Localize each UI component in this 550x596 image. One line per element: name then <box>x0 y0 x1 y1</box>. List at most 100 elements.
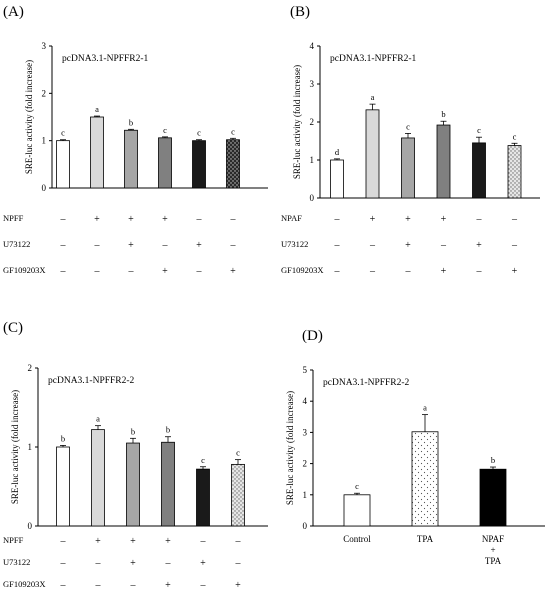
bar-c-4 <box>161 441 175 527</box>
chart-title-a: pcDNA3.1-NPFFR2-1 <box>62 54 149 64</box>
treatment-mark-c-1-6: – <box>235 536 242 547</box>
bar-b-6 <box>507 145 522 199</box>
treatment-mark-c-1-1: – <box>60 536 67 547</box>
y-tick-label-a: 1 <box>42 136 47 146</box>
treatment-mark-a-3-2: – <box>94 266 101 277</box>
treatment-mark-c-2-4: – <box>165 558 172 569</box>
y-tick-label-d: 4 <box>303 396 308 406</box>
treatment-mark-c-2-6: – <box>235 558 242 569</box>
y-axis-label-d: SRE-luc activity (fold increase) <box>285 391 295 505</box>
treatment-name-a-3: GF109203X <box>3 265 46 275</box>
chart-title-d: pcDNA3.1-NPFFR2-2 <box>323 378 410 388</box>
treatment-mark-b-3-1: – <box>334 266 341 277</box>
y-tick-label-d: 0 <box>303 521 308 531</box>
treatment-mark-c-1-4: + <box>165 536 171 547</box>
y-tick-label-b: 1 <box>310 155 315 165</box>
treatment-mark-b-2-4: – <box>440 240 447 251</box>
bar-b-1 <box>330 159 344 199</box>
chart-title-b: pcDNA3.1-NPFFR2-1 <box>330 54 417 64</box>
treatment-mark-a-3-6: + <box>230 266 236 277</box>
panel-label-c: (C) <box>3 320 23 336</box>
treatment-mark-a-2-5: + <box>196 240 202 251</box>
treatment-mark-b-3-2: – <box>369 266 376 277</box>
sig-letter-a-5: c <box>197 128 201 138</box>
y-tick-label-b: 4 <box>310 41 315 51</box>
bar-a-2 <box>90 116 104 189</box>
treatment-mark-a-1-2: + <box>94 214 100 225</box>
treatment-mark-b-1-5: – <box>476 214 483 225</box>
sig-letter-c-3: b <box>131 426 135 436</box>
treatment-mark-c-3-3: – <box>130 580 137 591</box>
sig-letter-c-4: b <box>166 425 170 435</box>
treatment-mark-b-2-3: + <box>405 240 411 251</box>
y-tick-label-c: 2 <box>28 363 33 373</box>
y-tick-label-d: 5 <box>303 365 308 375</box>
bar-c-3 <box>126 442 140 527</box>
treatment-mark-a-3-1: – <box>60 266 67 277</box>
treatment-mark-c-1-5: – <box>200 536 207 547</box>
treatment-name-b-2: U73122 <box>281 239 308 249</box>
treatment-mark-a-3-5: – <box>196 266 203 277</box>
treatment-mark-b-1-6: – <box>511 214 518 225</box>
treatment-mark-c-2-3: + <box>130 558 136 569</box>
sig-letter-c-2: a <box>96 414 100 424</box>
y-axis-label-b: SRE-luc activity (fold increase) <box>292 65 302 179</box>
treatment-mark-a-1-1: – <box>60 214 67 225</box>
treatment-mark-c-3-2: – <box>95 580 102 591</box>
sig-letter-d-1: c <box>355 481 359 491</box>
treatment-name-b-3: GF109203X <box>281 265 324 275</box>
sig-letter-c-6: c <box>236 448 240 458</box>
bar-b-5 <box>472 142 486 199</box>
bar-a-1 <box>56 140 70 189</box>
treatment-mark-b-2-5: + <box>476 240 482 251</box>
sig-letter-b-6: c <box>513 131 517 141</box>
treatment-name-b-1: NPAF <box>281 213 302 223</box>
sig-letter-a-2: a <box>95 104 99 114</box>
bar-c-1 <box>56 446 70 527</box>
sig-letter-c-1: b <box>61 433 65 443</box>
bar-d-3 <box>479 468 507 527</box>
panel-label-a: (A) <box>3 4 24 20</box>
sig-letter-d-2: a <box>423 403 427 413</box>
treatment-mark-b-3-4: + <box>441 266 447 277</box>
y-tick-label-c: 0 <box>28 521 33 531</box>
treatment-mark-c-3-6: + <box>235 580 241 591</box>
bar-a-5 <box>192 140 206 189</box>
chart-title-c: pcDNA3.1-NPFFR2-2 <box>48 376 135 386</box>
treatment-name-c-2: U73122 <box>3 557 30 567</box>
sig-letter-a-6: c <box>231 126 235 136</box>
y-axis-label-c: SRE-luc activity (fold increase) <box>10 390 20 504</box>
treatment-name-c-3: GF109203X <box>3 579 46 589</box>
sig-letter-c-5: c <box>201 455 205 465</box>
x-category-label-d-3: TPA <box>485 556 502 566</box>
treatment-mark-b-1-2: + <box>370 214 376 225</box>
sig-letter-a-1: c <box>61 128 65 138</box>
bar-c-5 <box>196 468 210 527</box>
treatment-name-a-1: NPFF <box>3 213 24 223</box>
x-category-label-d-3: NPAF <box>482 534 504 544</box>
treatment-mark-a-2-1: – <box>60 240 67 251</box>
panel-label-b: (B) <box>290 4 310 20</box>
treatment-mark-b-1-4: + <box>441 214 447 225</box>
y-tick-label-a: 3 <box>42 41 47 51</box>
treatment-mark-c-3-5: – <box>200 580 207 591</box>
bar-a-6 <box>226 139 240 189</box>
treatment-mark-b-1-3: + <box>405 214 411 225</box>
y-tick-label-b: 3 <box>310 79 315 89</box>
treatment-mark-a-3-3: – <box>128 266 135 277</box>
treatment-name-c-1: NPFF <box>3 535 24 545</box>
y-tick-label-b: 2 <box>310 117 315 127</box>
sig-letter-b-5: c <box>477 125 481 135</box>
treatment-mark-c-2-1: – <box>60 558 67 569</box>
treatment-mark-b-1-1: – <box>334 214 341 225</box>
bar-a-4 <box>158 137 172 189</box>
treatment-mark-c-3-1: – <box>60 580 67 591</box>
treatment-mark-a-1-6: – <box>230 214 237 225</box>
x-category-label-d-1: Control <box>343 534 371 544</box>
x-category-label-d-2: TPA <box>417 534 434 544</box>
treatment-mark-c-1-2: + <box>95 536 101 547</box>
bar-c-2 <box>91 429 105 527</box>
bar-c-6 <box>231 463 245 527</box>
y-tick-label-b: 0 <box>310 193 315 203</box>
